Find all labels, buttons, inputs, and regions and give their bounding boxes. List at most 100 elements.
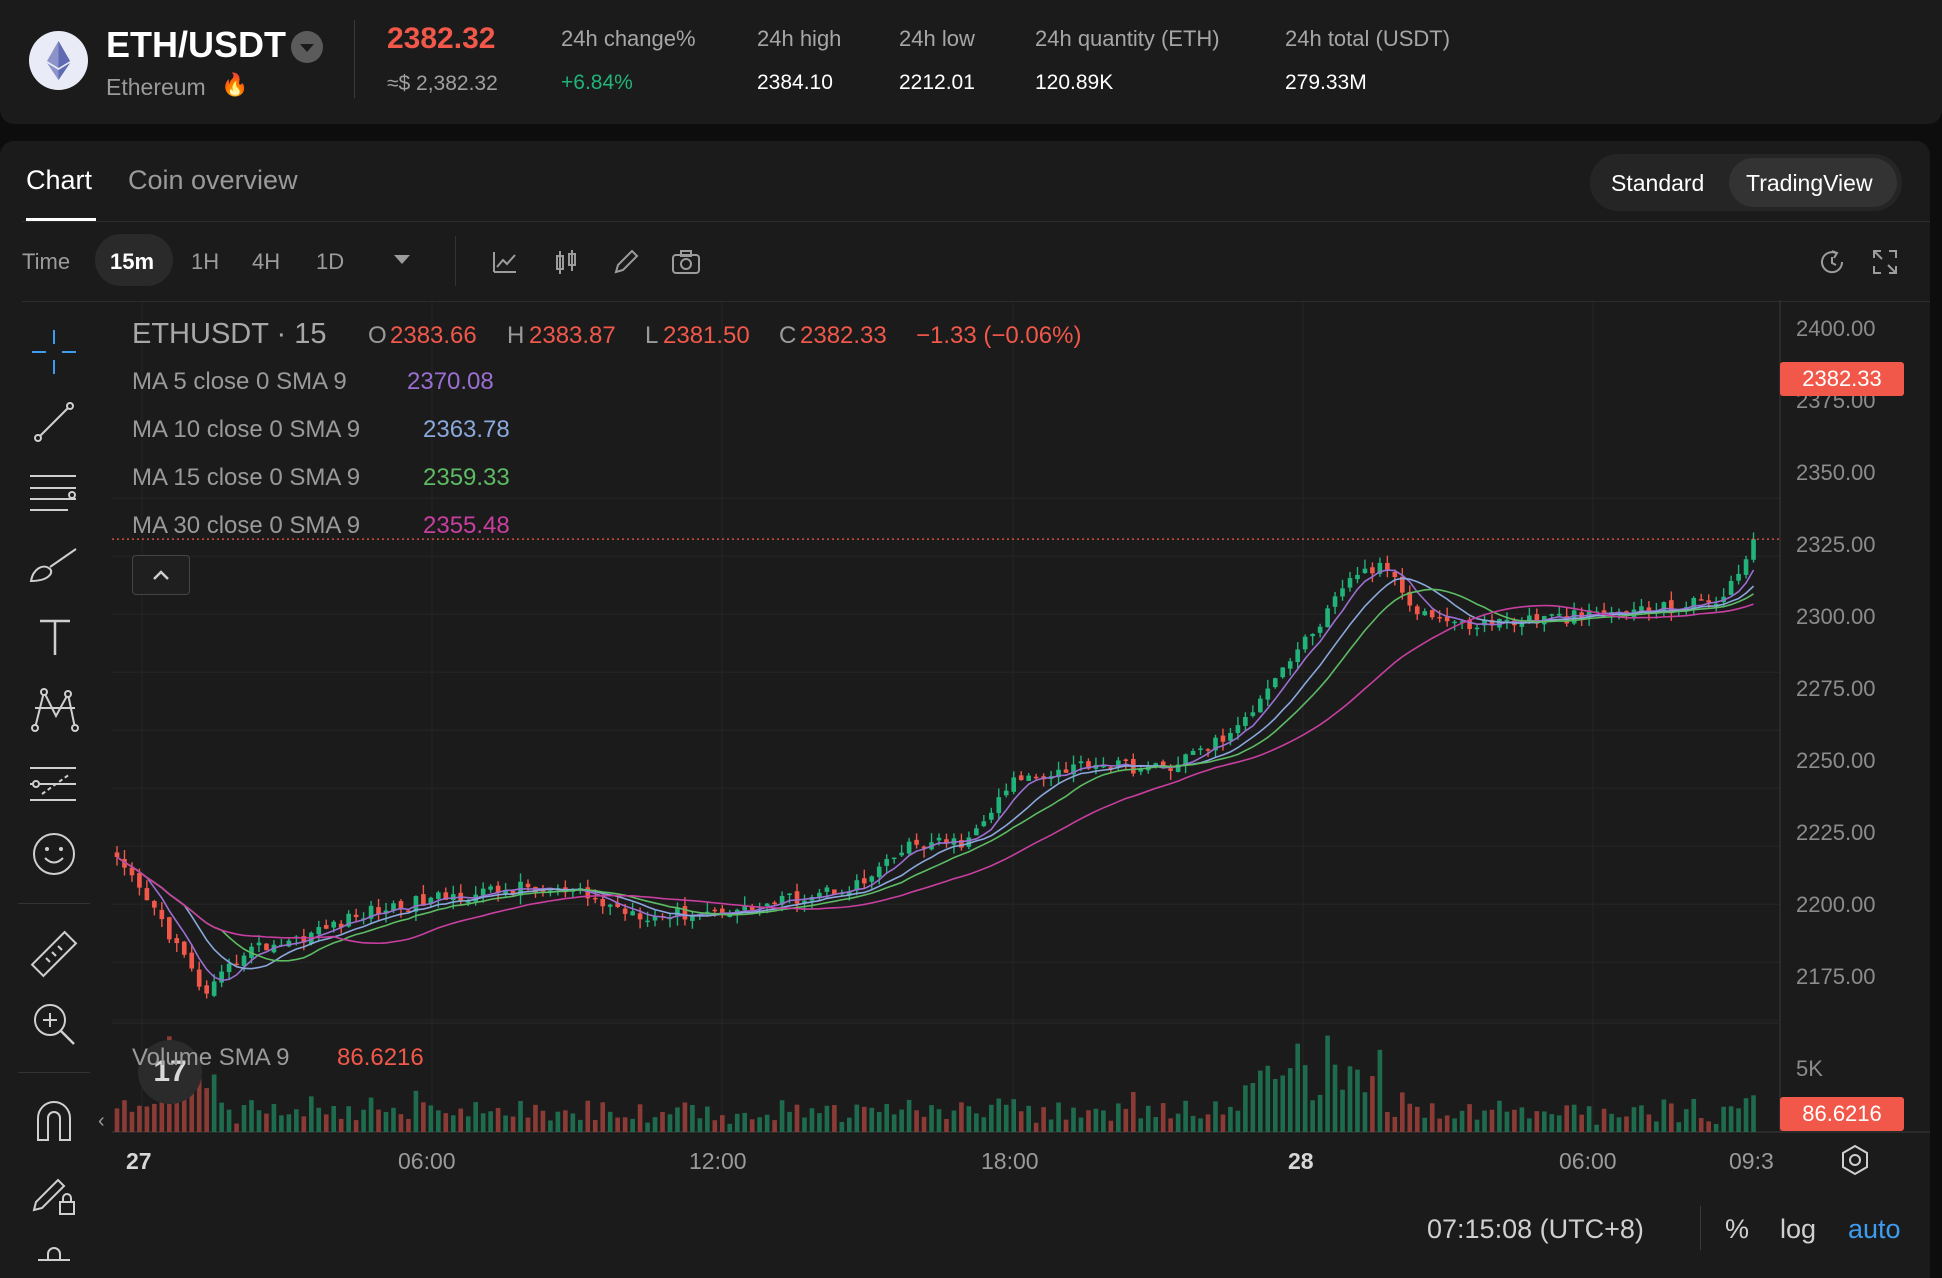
timeframe-15m[interactable]: 15m	[110, 249, 155, 274]
price-axis-label: 2400.00	[1796, 316, 1876, 341]
standard-view-button[interactable]: Standard	[1611, 170, 1705, 196]
brush-icon[interactable]	[28, 545, 82, 587]
volume-bar	[159, 1099, 165, 1132]
tradingview-button[interactable]: TradingView	[1746, 170, 1873, 196]
volume-bar	[488, 1111, 493, 1132]
log-scale-toggle[interactable]: log	[1780, 1214, 1817, 1244]
candle-body	[1355, 574, 1360, 580]
tabs-divider	[22, 221, 1930, 222]
ruler-icon[interactable]	[28, 928, 80, 980]
volume-bar	[876, 1111, 882, 1132]
candle-body	[1706, 600, 1712, 603]
volume-bar	[1429, 1103, 1435, 1132]
volume-bar	[226, 1109, 232, 1132]
candle-body	[510, 890, 516, 894]
volume-bar	[196, 1065, 202, 1132]
candle-body	[1190, 750, 1196, 755]
volume-bar	[637, 1104, 643, 1132]
lock-drawing-icon[interactable]	[30, 1170, 78, 1218]
timeframe-4h[interactable]: 4H	[252, 249, 281, 274]
clock-utc[interactable]: 07:15:08 (UTC+8)	[1427, 1214, 1644, 1244]
candle-body	[443, 892, 449, 900]
volume-bar	[1556, 1115, 1562, 1132]
candle-body	[1362, 568, 1368, 574]
volume-bar	[1743, 1098, 1749, 1132]
fib-retracement-icon[interactable]	[28, 470, 80, 516]
candle-body	[1116, 760, 1121, 767]
volume-bar	[1041, 1107, 1046, 1132]
candle-body	[383, 910, 389, 914]
tab-coin-overview[interactable]: Coin overview	[128, 165, 298, 195]
timeframe-more-icon[interactable]	[391, 252, 413, 268]
forecast-icon[interactable]	[28, 760, 80, 806]
magnet-icon[interactable]	[32, 1098, 76, 1144]
timeframe-1h[interactable]: 1H	[191, 249, 220, 274]
volume-bar	[1325, 1035, 1330, 1132]
replay-icon[interactable]	[1818, 248, 1846, 276]
camera-icon[interactable]	[671, 249, 701, 275]
volume-bar	[1661, 1099, 1667, 1132]
fullscreen-icon[interactable]	[1871, 248, 1899, 276]
candle-body	[891, 857, 897, 860]
candle-body	[675, 907, 680, 917]
candle-body	[899, 852, 904, 856]
emoji-icon[interactable]	[30, 830, 78, 878]
ma15-label: MA 15 close 0 SMA 9	[132, 464, 361, 491]
volume-bar	[144, 1106, 150, 1132]
candle-body	[996, 797, 1002, 814]
volume-bar	[1504, 1111, 1510, 1132]
volume-bar	[682, 1102, 688, 1132]
zoom-in-icon[interactable]	[30, 1000, 78, 1048]
auto-scale-toggle[interactable]: auto	[1848, 1214, 1901, 1244]
volume-bar	[1534, 1111, 1540, 1132]
volume-bar	[211, 1074, 217, 1132]
volume-bar	[839, 1121, 845, 1132]
ma5-label: MA 5 close 0 SMA 9	[132, 368, 347, 395]
line-chart-icon[interactable]	[491, 248, 519, 276]
volume-bar	[473, 1102, 479, 1132]
candle-body	[1310, 633, 1315, 637]
legend-collapse-button[interactable]	[132, 555, 190, 595]
candle-body	[712, 909, 718, 912]
price-axis-label: 2200.00	[1796, 892, 1876, 917]
volume-bar	[540, 1110, 546, 1132]
volume-bar	[757, 1117, 762, 1132]
tab-chart[interactable]: Chart	[26, 165, 93, 195]
candle-body	[264, 943, 269, 951]
candle-body	[450, 894, 456, 900]
chart-settings-icon[interactable]	[1839, 1144, 1871, 1176]
volume-bar	[959, 1102, 964, 1132]
volume-bar	[854, 1104, 860, 1132]
volume-bar	[368, 1097, 374, 1132]
candle-body	[1108, 767, 1114, 769]
volume-bar	[189, 1060, 195, 1132]
stat-value-total: 279.33M	[1285, 71, 1367, 94]
text-icon[interactable]	[36, 615, 74, 659]
candle-body	[346, 913, 351, 927]
candle-body	[323, 925, 329, 929]
candle-body	[241, 955, 247, 967]
volume-bar	[645, 1122, 650, 1132]
candle-body	[1175, 764, 1181, 772]
volume-bar	[936, 1109, 942, 1132]
volume-bar	[353, 1120, 359, 1132]
pencil-icon[interactable]	[612, 248, 640, 276]
volume-bar	[1683, 1109, 1689, 1132]
collapse-tools-icon[interactable]: ‹	[98, 1110, 105, 1132]
trash-icon[interactable]	[34, 1244, 74, 1264]
candle-type-icon[interactable]	[552, 248, 580, 276]
candle-body	[540, 889, 546, 892]
candle-body	[1713, 603, 1719, 606]
pair-title[interactable]: ETH/USDT	[106, 24, 286, 65]
crosshair-icon[interactable]	[30, 328, 78, 376]
timeframe-1d[interactable]: 1D	[316, 249, 345, 274]
trend-line-icon[interactable]	[30, 398, 78, 446]
candle-body	[1743, 559, 1749, 575]
ma30-value: 2355.48	[423, 512, 510, 539]
candle-body	[503, 889, 508, 894]
pattern-icon[interactable]	[30, 686, 80, 734]
percent-scale-toggle[interactable]: %	[1725, 1214, 1750, 1244]
pair-dropdown-icon[interactable]	[291, 31, 323, 63]
hot-fire-icon: 🔥	[221, 72, 249, 97]
